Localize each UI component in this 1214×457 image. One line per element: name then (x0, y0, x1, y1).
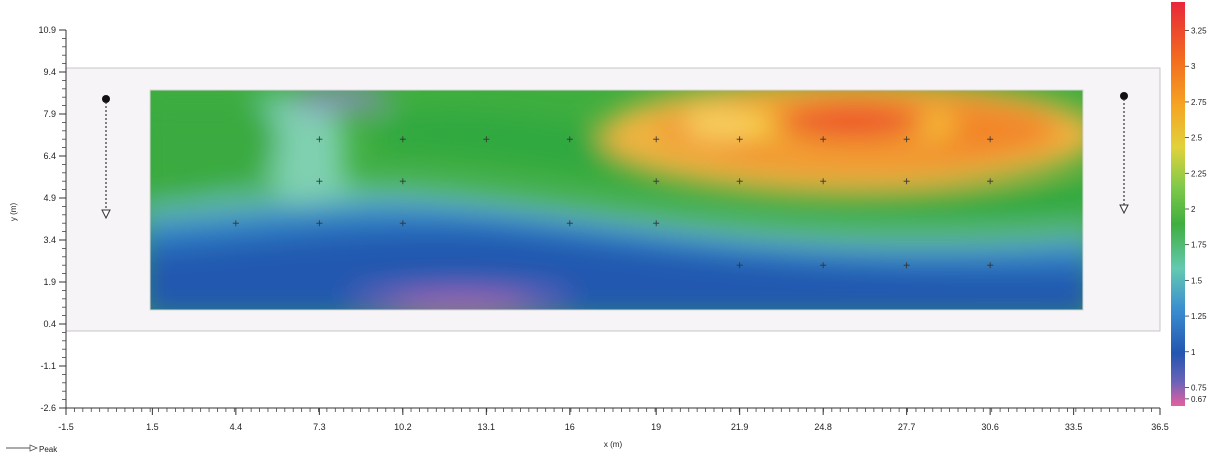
colorbar (1171, 2, 1185, 406)
y-tick-label: 4.9 (43, 193, 56, 203)
x-tick-label: 36.5 (1151, 422, 1169, 432)
measurement-point (820, 136, 827, 143)
measurement-point (399, 178, 406, 185)
colorbar-label: 1 (1191, 348, 1196, 357)
colorbar-label: 3.25 (1191, 27, 1207, 36)
measurement-point (653, 178, 660, 185)
peak-legend: Peak (6, 444, 58, 454)
colorbar-label: 2 (1191, 205, 1196, 214)
colorbar-label: 2.25 (1191, 169, 1207, 178)
x-tick-label: 27.7 (898, 422, 916, 432)
x-tick-label: 19 (651, 422, 661, 432)
y-tick-label: 7.9 (43, 109, 56, 119)
measurement-point (736, 178, 743, 185)
x-axis-label: x (m) (604, 440, 623, 449)
x-tick-label: 7.3 (313, 422, 326, 432)
measurement-point (316, 178, 323, 185)
measurement-point (653, 220, 660, 227)
right-borehole-arrow (1119, 92, 1129, 215)
measurement-point (736, 262, 743, 269)
tomography-section (150, 90, 1083, 310)
x-tick-label: -1.5 (58, 422, 74, 432)
x-tick-label: 16 (565, 422, 575, 432)
colorbar-label: 2.75 (1191, 98, 1207, 107)
x-tick-label: 24.8 (814, 422, 832, 432)
y-tick-label: 0.4 (43, 319, 56, 329)
measurement-point (566, 220, 573, 227)
section-border (149, 89, 1084, 311)
measurement-point (987, 136, 994, 143)
measurement-point (232, 220, 239, 227)
x-tick-label: 30.6 (981, 422, 999, 432)
y-tick-label: -1.1 (40, 361, 56, 371)
measurement-point (987, 178, 994, 185)
measurement-point (316, 136, 323, 143)
measurement-points (232, 136, 994, 269)
measurement-point (399, 220, 406, 227)
colorbar-label: 1.5 (1191, 276, 1203, 285)
x-axis-ticks: -1.5 1.5 4.4 7.3 10.2 13.1 16 19 21.9 24.8 27.7 30.… (58, 408, 1169, 432)
measurement-point (903, 262, 910, 269)
colorbar-label: 1.25 (1191, 312, 1207, 321)
measurement-point (987, 262, 994, 269)
y-axis-ticks: 10.9 9.4 7.9 6.4 4.9 3.4 1.9 0.4 -1.1 -2.6 (38, 25, 66, 413)
measurement-point (736, 136, 743, 143)
left-borehole-arrow (101, 95, 111, 220)
colorbar-labels: 3.25 3 2.75 2.5 2.25 2 1.75 1.5 1.25 1 0.75 0.67 (1185, 27, 1207, 404)
x-tick-label: 33.5 (1065, 422, 1083, 432)
measurement-point (399, 136, 406, 143)
y-tick-label: 9.4 (43, 67, 56, 77)
y-tick-label: -2.6 (40, 403, 56, 413)
measurement-point (653, 136, 660, 143)
colorbar-label: 0.75 (1191, 383, 1207, 392)
colorbar-label: 2.5 (1191, 134, 1203, 143)
colorbar-label: 1.75 (1191, 241, 1207, 250)
measurement-point (820, 262, 827, 269)
y-tick-label: 1.9 (43, 277, 56, 287)
measurement-point (483, 136, 490, 143)
y-tick-label: 6.4 (43, 151, 56, 161)
peak-legend-label: Peak (39, 445, 58, 454)
measurement-point (903, 136, 910, 143)
colorbar-label: 3 (1191, 62, 1196, 71)
measurement-point (316, 220, 323, 227)
x-tick-label: 4.4 (230, 422, 243, 432)
y-tick-label: 10.9 (38, 25, 56, 35)
measurement-point (903, 178, 910, 185)
y-axis-label: y (m) (9, 203, 18, 222)
x-tick-label: 1.5 (146, 422, 159, 432)
measurement-point (820, 178, 827, 185)
x-tick-label: 10.2 (394, 422, 412, 432)
x-tick-label: 21.9 (731, 422, 749, 432)
measurement-point (566, 136, 573, 143)
x-tick-label: 13.1 (478, 422, 496, 432)
colorbar-label: 0.67 (1191, 395, 1207, 404)
y-tick-label: 3.4 (43, 235, 56, 245)
